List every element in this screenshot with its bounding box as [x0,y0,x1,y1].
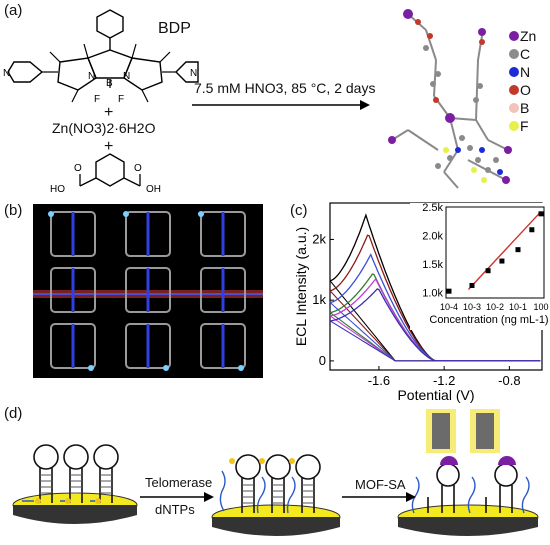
bdp-label: BDP [158,20,191,37]
legend-label-f: F [520,118,529,134]
legend-dot-o [509,85,519,95]
svg-text:F: F [94,94,100,105]
legend-dot-n [509,67,519,77]
legend-label-zn: Zn [520,28,537,44]
plus-sign-2: + [104,138,114,155]
legend-dot-f [509,121,519,131]
ecl-curve-return [329,320,539,362]
y-tick-label: 2k [312,231,326,246]
packing-node [48,211,54,217]
legend-label-c: C [520,46,531,62]
legend-label-o: O [520,82,531,98]
reaction-arrow [192,100,370,110]
panel-a-label: (a) [4,2,23,19]
panel-c-label: (c) [290,202,308,219]
telomerase-label: Telomerase [145,475,213,490]
inset-x-axis-label: Concentration (ng mL-1) [429,314,548,326]
inset-y-tick-label: 1.5k [422,259,443,271]
svg-text:F: F [118,94,124,105]
y-axis-label: ECL Intensity (a.u.) [293,227,309,346]
element-legend [509,31,519,131]
inset-x-tick-label: 10-4 [440,302,458,312]
bdp-structure: N N N N B F F [3,9,199,105]
inset-data-point [485,268,491,274]
svg-text:B: B [106,78,113,89]
svg-text:N: N [190,68,197,79]
svg-text:OH: OH [146,184,161,195]
legend-label-n: N [520,64,531,80]
ecl-chart: 0 1k 2k -1.6 -1.2 -0.8 Potential (V) ECL Intens… [293,202,550,403]
inset-y-tick-label: 1.0k [422,287,443,299]
svg-text:N: N [123,71,130,82]
y-tick-label: 1k [312,292,326,307]
inset-y-tick-label: 2.0k [422,230,443,242]
panel-d-label: (d) [4,405,23,422]
legend-dot-zn [509,31,519,41]
svg-text:O: O [134,163,142,174]
x-tick-label: -0.8 [498,373,520,388]
x-tick-label: -1.2 [433,373,455,388]
mof-sa-label: MOF-SA [355,477,406,492]
inset-data-point [446,288,452,294]
panel-b-label: (b) [4,202,23,219]
inset-data-point [515,247,521,253]
reaction-condition: 7.5 mM HNO3, 85 °C, 2 days [194,80,376,96]
svg-text:HO: HO [50,184,65,195]
inset-fit-line [467,211,542,290]
mof-crystal-structure [388,9,512,189]
packing-node [163,365,169,371]
inset-background [410,203,550,330]
inset-x-tick-label: 10-3 [463,302,481,312]
inset-y-tick-label: 2.5k [422,202,443,214]
x-axis-label: Potential (V) [397,387,474,403]
assay-scheme [12,409,539,536]
inset-data-point [499,258,505,264]
inset-data-point [529,227,535,233]
inset-frame [445,206,545,299]
y-tick-label: 0 [319,353,326,368]
inset-x-tick-label: 100 [533,302,548,312]
packing-node [123,211,129,217]
plus-sign-1: + [104,104,114,121]
zinc-nitrate-label: Zn(NO3)2·6H2O [52,120,156,136]
legend-dot-b [509,103,519,113]
x-tick-label: -1.6 [368,373,390,388]
dntps-label: dNTPs [155,502,195,517]
legend-dot-c [509,49,519,59]
svg-text:N: N [88,71,95,82]
packing-node [238,365,244,371]
legend-label-b: B [520,100,530,116]
svg-text:N: N [3,68,10,79]
svg-text:O: O [74,163,82,174]
packing-node [198,211,204,217]
inset-x-tick-label: 10-1 [509,302,527,312]
terephthalic-acid-structure: O O HO OH [50,153,161,195]
packing-node [88,365,94,371]
inset-x-tick-label: 10-2 [486,302,504,312]
inset-data-point [469,282,475,288]
inset-data-point [538,211,544,217]
framework-packing-image [33,204,263,378]
